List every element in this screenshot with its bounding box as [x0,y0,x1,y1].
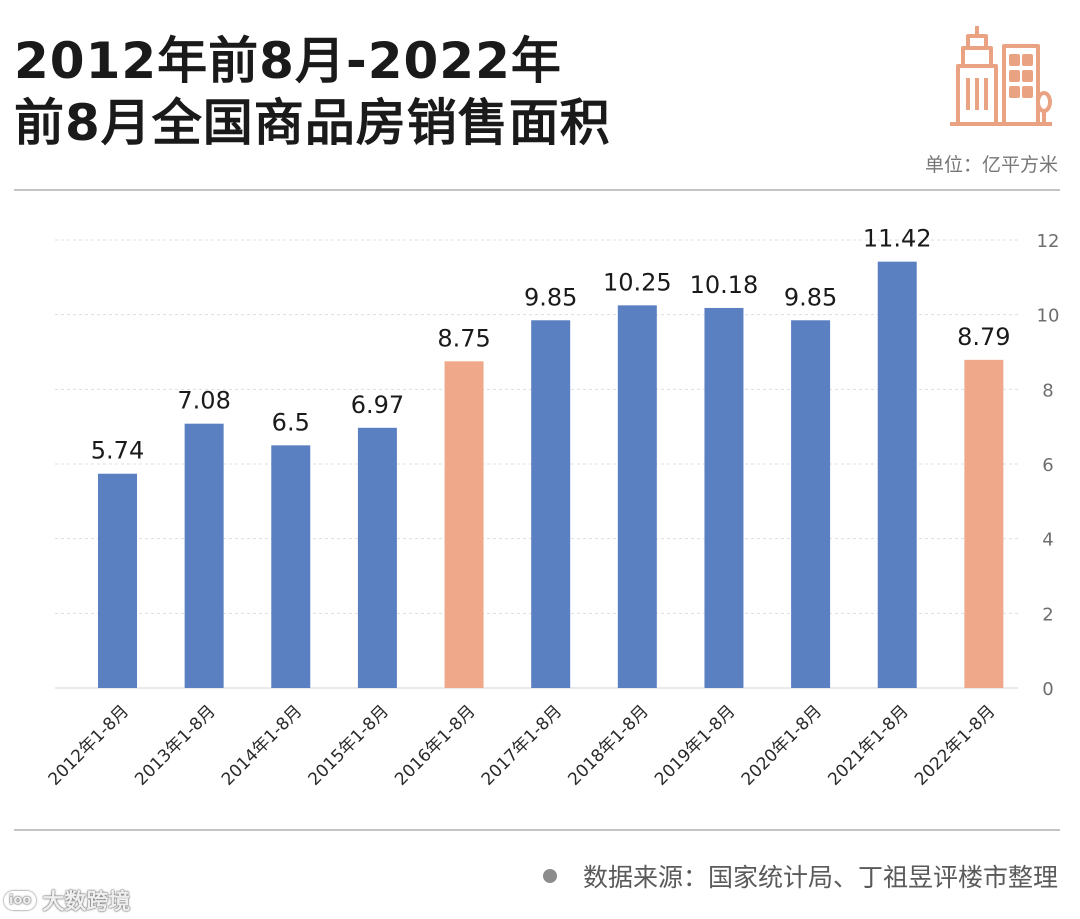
data-label: 8.79 [957,323,1010,351]
bar [271,445,311,688]
bar [617,305,657,688]
x-tick-label: 2013年1-8月 [131,701,219,789]
data-label: 6.5 [272,408,310,436]
data-label: 5.74 [91,437,144,465]
x-tick-label: 2017年1-8月 [478,701,566,789]
city-buildings-icon [950,26,1052,126]
bar [98,473,137,688]
y-tick-label: 8 [1042,380,1053,401]
bar [531,320,571,688]
x-tick-label: 2019年1-8月 [651,701,739,789]
data-label: 7.08 [177,387,230,415]
bar [444,361,484,688]
bar-chart: 0 2 4 6 8 10 12 5.74 2012年1-8月 7.08 2013年1-8月 6.5 20… [45,225,1060,790]
title-line-2: 前8月全国商品房销售面积 [14,94,611,152]
brand-watermark: ioo 大数跨境 [4,884,130,916]
bar [704,307,744,688]
x-tick-label: 2022年1-8月 [911,701,999,789]
bar [184,423,224,688]
source-text: 数据来源：国家统计局、丁祖昱评楼市整理 [582,863,1058,892]
y-tick-label: 0 [1042,679,1053,700]
source-note: 数据来源：国家统计局、丁祖昱评楼市整理 [542,858,1058,894]
x-tick-label: 2020年1-8月 [738,701,826,789]
x-tick-label: 2014年1-8月 [218,701,306,789]
y-tick-label: 2 [1042,604,1053,625]
x-tick-label: 2016年1-8月 [391,701,479,789]
data-label: 9.85 [524,283,577,311]
bar [964,359,1004,688]
data-label: 10.25 [603,268,672,296]
data-label: 8.75 [437,324,490,352]
data-label: 6.97 [351,391,404,419]
brand-text: 大数跨境 [42,890,131,915]
y-tick-label: 4 [1042,530,1053,551]
bar [357,427,397,688]
y-tick-label: 6 [1042,455,1053,476]
chart-title: 2012年前8月-2022年 前8月全国商品房销售面积 [14,30,611,154]
x-tick-label: 2021年1-8月 [824,701,912,789]
y-tick-label: 12 [1037,231,1060,252]
bar [791,320,831,688]
title-line-1: 2012年前8月-2022年 [14,32,562,90]
y-tick-label: 10 [1037,306,1060,327]
x-tick-label: 2018年1-8月 [564,701,652,789]
x-tick-label: 2012年1-8月 [45,701,133,789]
bar [877,261,917,688]
brand-logo: ioo [4,890,37,910]
x-tick-label: 2015年1-8月 [305,701,393,789]
bottom-divider [14,829,1060,831]
unit-label: 单位：亿平方米 [924,154,1058,176]
data-label: 9.85 [784,283,837,311]
data-label: 11.42 [863,225,932,253]
data-label: 10.18 [690,271,759,299]
top-divider [14,189,1060,191]
bullet-dot [542,869,557,883]
